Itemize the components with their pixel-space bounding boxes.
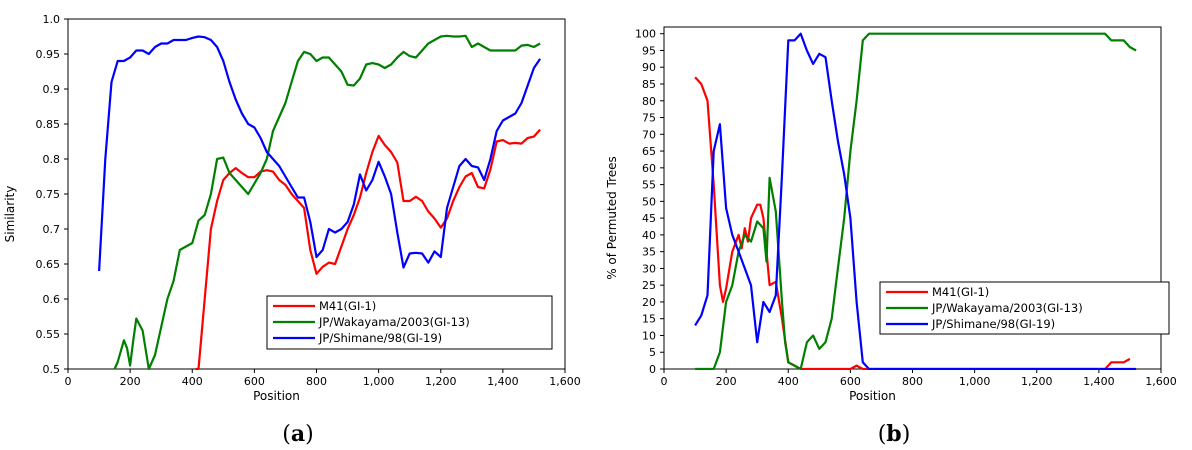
- x-tick-label: 400: [182, 375, 203, 388]
- x-tick-label: 1,200: [1021, 375, 1053, 388]
- y-tick-label: 10: [642, 329, 656, 342]
- x-tick-label: 1,200: [425, 375, 457, 388]
- y-tick-label: 0.85: [36, 118, 61, 131]
- x-tick-label: 0: [661, 375, 668, 388]
- plot-series-group: [694, 32, 1137, 370]
- x-tick-label: 400: [778, 375, 799, 388]
- x-axis-label: Position: [253, 389, 300, 403]
- x-tick-label: 800: [306, 375, 327, 388]
- series-line-1: [195, 128, 541, 370]
- y-tick-label: 20: [642, 296, 656, 309]
- y-tick-label: 1.0: [43, 13, 61, 26]
- panel-label-letter: b: [886, 421, 901, 447]
- y-tick-label: 85: [642, 78, 656, 91]
- panel-label-close: ): [902, 422, 911, 447]
- x-axis-label: Position: [849, 389, 896, 403]
- series-line-2: [113, 34, 541, 370]
- legend-label-3: JP/Shimane/98(GI-19): [931, 317, 1055, 331]
- x-tick-label: 1,000: [959, 375, 991, 388]
- y-tick-label: 0.8: [43, 153, 61, 166]
- y-tick-label: 15: [642, 313, 656, 326]
- x-tick-label: 600: [244, 375, 265, 388]
- y-tick-label: 0: [649, 363, 656, 376]
- legend-label-1: M41(GI-1): [319, 299, 376, 313]
- y-tick-label: 5: [649, 346, 656, 359]
- y-tick-label: 25: [642, 279, 656, 292]
- x-tick-label: 1,600: [549, 375, 581, 388]
- y-tick-label: 40: [642, 229, 656, 242]
- x-tick-label: 600: [840, 375, 861, 388]
- panel-label: (b): [878, 421, 911, 447]
- y-axis-label: Similarity: [3, 186, 17, 243]
- similarity-plot: 0.5 0.55 0.6 0.65 0.7 0.75 0.8 0.85 0.9 0.95 1.0 0 2…: [3, 13, 581, 447]
- y-tick-label: 100: [635, 28, 656, 41]
- y-tick-label: 30: [642, 262, 656, 275]
- y-tick-label: 0.6: [43, 293, 61, 306]
- legend-label-3: JP/Shimane/98(GI-19): [318, 331, 442, 345]
- legend-label-2: JP/Wakayama/2003(GI-13): [931, 301, 1083, 315]
- permuted-trees-plot: 0 5 10 15 20 25 30 35 40 45 50 55 60 65 70 75 80 85 90 95 10…: [605, 26, 1177, 447]
- series-line-3: [694, 32, 1137, 370]
- y-tick-label: 50: [642, 195, 656, 208]
- x-tick-label: 1,600: [1145, 375, 1177, 388]
- y-tick-label: 0.9: [43, 83, 61, 96]
- chart-panel-b: 0 5 10 15 20 25 30 35 40 45 50 55 60 65 70 75 80 85 90 95 10…: [596, 0, 1192, 450]
- y-tick-label: 95: [642, 44, 656, 57]
- y-tick-label: 65: [642, 145, 656, 158]
- x-tick-label: 1,000: [363, 375, 395, 388]
- y-axis-label: % of Permuted Trees: [605, 156, 619, 280]
- panel-label-close: ): [305, 422, 314, 447]
- series-line-1: [694, 76, 1131, 370]
- legend-label-1: M41(GI-1): [932, 285, 989, 299]
- x-tick-label: 200: [120, 375, 141, 388]
- y-tick-label: 35: [642, 246, 656, 259]
- panel-label-letter: a: [291, 421, 305, 447]
- y-tick-label: 0.95: [36, 48, 61, 61]
- panel-label-open: (: [878, 422, 887, 447]
- y-tick-label: 55: [642, 179, 656, 192]
- x-tick-label: 1,400: [487, 375, 519, 388]
- y-tick-label: 0.65: [36, 258, 61, 271]
- y-tick-label: 0.55: [36, 328, 61, 341]
- y-tick-label: 0.7: [43, 223, 61, 236]
- y-tick-label: 80: [642, 95, 656, 108]
- y-tick-label: 0.5: [43, 363, 61, 376]
- y-tick-label: 45: [642, 212, 656, 225]
- x-tick-label: 200: [716, 375, 737, 388]
- legend-box: [879, 281, 1170, 335]
- panel-label: (a): [282, 421, 313, 447]
- x-tick-label: 1,400: [1083, 375, 1115, 388]
- y-tick-label: 90: [642, 61, 656, 74]
- y-tick-label: 70: [642, 128, 656, 141]
- legend-label-2: JP/Wakayama/2003(GI-13): [318, 315, 470, 329]
- series-line-3: [98, 35, 542, 272]
- x-tick-label: 0: [65, 375, 72, 388]
- series-line-2: [695, 32, 1137, 370]
- plot-series-group: [98, 34, 542, 370]
- y-tick-label: 60: [642, 162, 656, 175]
- y-tick-label: 0.75: [36, 188, 61, 201]
- panel-label-open: (: [282, 422, 291, 447]
- y-tick-label: 75: [642, 112, 656, 125]
- chart-panel-a: 0.5 0.55 0.6 0.65 0.7 0.75 0.8 0.85 0.9 0.95 1.0 0 2…: [3, 13, 581, 447]
- x-tick-label: 800: [902, 375, 923, 388]
